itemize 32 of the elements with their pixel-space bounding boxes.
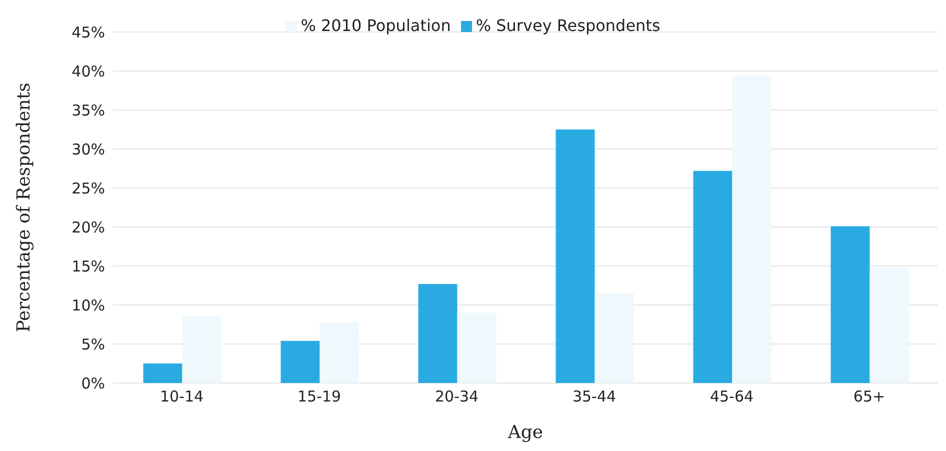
y-tick-label: 35% — [72, 101, 105, 120]
x-tick-label: 45-64 — [710, 388, 754, 406]
y-tick-label: 15% — [72, 257, 105, 276]
y-tick-label: 25% — [72, 179, 105, 198]
bar — [732, 76, 772, 383]
y-tick-label: 5% — [81, 335, 105, 354]
bar — [594, 293, 634, 383]
bar — [280, 340, 320, 383]
bar — [320, 322, 359, 383]
legend-label: % Survey Respondents — [476, 16, 660, 35]
bar — [870, 268, 909, 383]
y-axis-title: Percentage of Respondents — [13, 82, 34, 332]
y-tick-label: 45% — [72, 23, 105, 42]
y-tick-label: 0% — [81, 374, 105, 392]
x-tick-label: 15-19 — [297, 388, 342, 406]
bar — [693, 170, 732, 383]
bar — [182, 316, 222, 383]
x-axis-title: Age — [506, 422, 544, 443]
bar — [556, 130, 595, 383]
bar — [143, 364, 182, 383]
bar — [830, 226, 870, 383]
y-tick-label: 20% — [72, 218, 105, 236]
bar — [418, 284, 458, 383]
x-tick-label: 10-14 — [160, 388, 204, 406]
y-tick-label: 30% — [72, 140, 105, 158]
legend-label: % 2010 Population — [300, 16, 451, 35]
x-tick-label: 65+ — [853, 388, 886, 406]
x-tick-label: 20-34 — [434, 388, 479, 406]
x-tick-label: 35-44 — [572, 388, 616, 406]
y-tick-label: 40% — [72, 62, 105, 80]
bar — [457, 312, 496, 383]
y-tick-label: 10% — [72, 296, 105, 314]
